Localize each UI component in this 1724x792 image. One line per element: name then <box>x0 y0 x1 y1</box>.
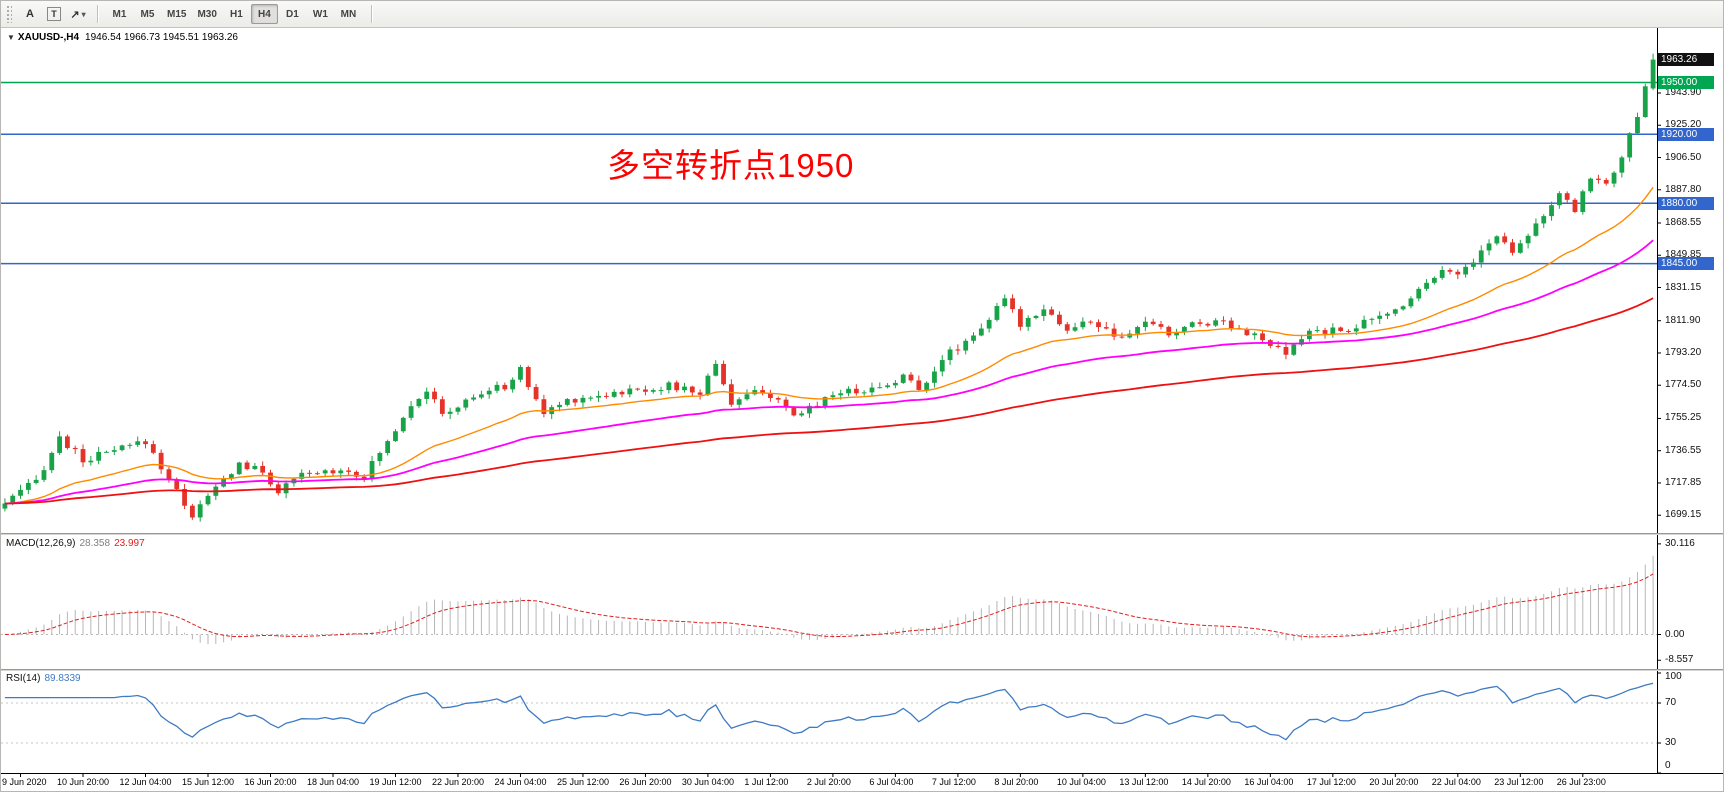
panel-divider[interactable] <box>1 533 1723 535</box>
text-tool-button[interactable]: A <box>19 4 41 24</box>
y-axis-label: 1793.20 <box>1665 346 1702 358</box>
toolbar-separator <box>370 5 372 23</box>
x-axis-label: 18 Jun 04:00 <box>306 777 360 787</box>
macd-label: MACD(12,26,9) 28.358 23.997 <box>6 538 149 549</box>
moving-average-25 <box>4 186 1654 505</box>
y-axis-label: 1887.80 <box>1665 183 1702 195</box>
x-axis-label: 17 Jul 12:00 <box>1306 777 1356 787</box>
y-axis-label: 1699.15 <box>1665 509 1702 521</box>
macd-signal-line <box>4 573 1654 638</box>
rsi-axis-label: 100 <box>1665 671 1682 682</box>
timeframe-m5[interactable]: M5 <box>134 4 161 24</box>
timeframe-m30[interactable]: M30 <box>192 4 221 24</box>
x-axis-label: 22 Jul 04:00 <box>1431 777 1481 787</box>
rsi-axis-label: 30 <box>1665 737 1677 748</box>
x-axis-label: 23 Jul 12:00 <box>1494 777 1544 787</box>
x-axis-label: 20 Jul 20:00 <box>1369 777 1419 787</box>
y-axis-label: 1736.55 <box>1665 444 1702 456</box>
x-axis-label: 14 Jul 20:00 <box>1181 777 1231 787</box>
timeframe-m1[interactable]: M1 <box>106 4 133 24</box>
toolbar-drag-handle[interactable] <box>6 5 12 23</box>
x-axis-label: 10 Jun 20:00 <box>57 777 110 787</box>
macd-axis-label: 30.116 <box>1665 537 1695 549</box>
current-price-badge: 1963.26 <box>1658 53 1714 67</box>
price-badge-1880.00: 1880.00 <box>1658 196 1714 210</box>
text-label-icon: T <box>47 7 61 21</box>
x-axis-label: 26 Jul 23:00 <box>1556 777 1606 787</box>
y-axis-label: 1831.15 <box>1665 281 1702 293</box>
y-axis-label: 1925.20 <box>1665 119 1702 131</box>
timeframe-w1[interactable]: W1 <box>307 4 334 24</box>
x-axis-label: 25 Jun 12:00 <box>556 777 609 787</box>
x-axis-label: 1 Jul 12:00 <box>744 777 789 787</box>
x-axis-label: 24 Jun 04:00 <box>494 777 547 787</box>
symbol-period-label: XAUUSD-,H4 <box>17 32 80 43</box>
timeframe-group: M1 M5 M15 M30 H1 H4 D1 W1 MN <box>106 4 363 24</box>
timeframe-mn[interactable]: MN <box>335 4 362 24</box>
annotation-text[interactable]: 多空转折点1950 <box>607 147 855 184</box>
rsi-label: RSI(14) 89.8339 <box>6 673 85 684</box>
toolbar-separator <box>97 5 98 23</box>
timeframe-m15[interactable]: M15 <box>162 4 191 24</box>
moving-average-120 <box>4 297 1654 505</box>
timeframe-h4[interactable]: H4 <box>250 4 278 24</box>
arrow-icon: ↗ <box>70 8 80 21</box>
price-badge-1920.00: 1920.00 <box>1658 127 1714 141</box>
x-axis-label: 10 Jul 04:00 <box>1056 777 1106 787</box>
arrows-tool-button[interactable]: ↗ ▾ <box>67 4 89 24</box>
macd-name: MACD(12,26,9) <box>6 538 76 549</box>
y-axis-label: 1717.85 <box>1665 476 1702 488</box>
macd-signal-value: 23.997 <box>114 538 145 549</box>
y-axis-label: 1849.85 <box>1665 249 1702 261</box>
candles-group <box>2 53 1656 522</box>
rsi-name: RSI(14) <box>6 673 41 684</box>
collapse-triangle-icon: ▼ <box>7 33 15 42</box>
x-axis-label: 30 Jun 04:00 <box>681 777 734 787</box>
rsi-axis-label: 70 <box>1665 697 1677 708</box>
x-axis-label: 16 Jul 04:00 <box>1244 777 1294 787</box>
x-axis-label: 16 Jun 20:00 <box>244 777 297 787</box>
y-axis-label: 1774.50 <box>1665 379 1702 391</box>
moving-average-55 <box>4 239 1654 505</box>
rsi-line <box>4 682 1654 741</box>
macd-histogram <box>12 555 1654 645</box>
y-axis-label: 1943.90 <box>1665 87 1702 98</box>
toolbar: A T ↗ ▾ M1 M5 M15 M30 H1 H4 D1 W1 MN <box>1 1 1723 28</box>
x-axis-label: 13 Jul 12:00 <box>1119 777 1169 787</box>
chevron-down-icon: ▾ <box>81 9 86 19</box>
y-axis-label: 1906.50 <box>1665 151 1702 163</box>
x-axis-label: 19 Jun 12:00 <box>369 777 422 787</box>
x-axis-label: 12 Jun 04:00 <box>119 777 172 787</box>
x-axis-label: 26 Jun 20:00 <box>619 777 672 787</box>
rsi-axis-label: 0 <box>1665 760 1671 771</box>
x-axis-label: 22 Jun 20:00 <box>431 777 484 787</box>
y-axis-label: 1811.90 <box>1665 314 1701 326</box>
timeframe-h1[interactable]: H1 <box>223 4 250 24</box>
price-badge-1950.00: 1950.00 <box>1658 75 1714 89</box>
y-axis-label: 1755.25 <box>1665 412 1702 424</box>
x-axis-label: 8 Jul 20:00 <box>994 777 1039 787</box>
text-label-tool-button[interactable]: T <box>43 4 65 24</box>
y-axis-label: 1868.55 <box>1665 216 1702 228</box>
panel-divider[interactable] <box>1 669 1723 671</box>
x-axis-label: 9 Jun 2020 <box>2 777 47 787</box>
rsi-value: 89.8339 <box>44 673 81 684</box>
macd-axis-label: 0.00 <box>1665 628 1685 640</box>
price-badge-1845.00: 1845.00 <box>1658 257 1714 271</box>
x-axis-label: 7 Jul 12:00 <box>931 777 976 787</box>
chart-title: ▼ XAUUSD-,H4 1946.54 1966.73 1945.51 1963.… <box>7 32 238 43</box>
x-axis-label: 6 Jul 04:00 <box>869 777 914 787</box>
macd-main-value: 28.358 <box>79 538 111 549</box>
x-axis-label: 15 Jun 12:00 <box>182 777 235 787</box>
ohlc-readout: 1946.54 1966.73 1945.51 1963.26 <box>85 32 238 43</box>
macd-axis-label: -8.557 <box>1665 654 1694 666</box>
timeframe-d1[interactable]: D1 <box>279 4 306 24</box>
x-axis-label: 2 Jul 20:00 <box>806 777 851 787</box>
